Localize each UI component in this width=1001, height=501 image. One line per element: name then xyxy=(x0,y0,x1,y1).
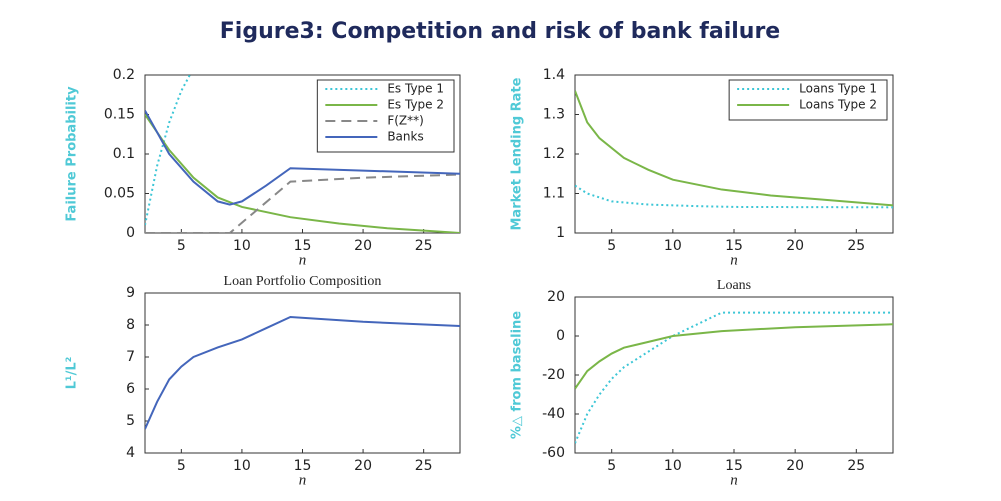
y-tick-label: 6 xyxy=(126,381,135,397)
x-axis-label: n xyxy=(299,472,307,488)
plot-area xyxy=(574,296,894,454)
y-tick-label: 9 xyxy=(126,285,135,301)
line-series xyxy=(145,113,460,233)
y-tick-label: 8 xyxy=(126,317,135,333)
legend-label: Banks xyxy=(387,130,423,144)
panel-title: Loans xyxy=(717,278,751,293)
x-tick-label: 15 xyxy=(725,458,743,474)
y-tick-label: 1.2 xyxy=(543,146,565,162)
y-tick-label: 0.05 xyxy=(104,186,135,202)
line-series xyxy=(145,315,460,430)
y-axis-label: Failure Probability xyxy=(65,86,80,222)
legend-label: Loans Type 2 xyxy=(799,98,877,112)
series-group xyxy=(145,315,460,430)
y-tick-label: 1.1 xyxy=(543,186,565,202)
x-tick-label: 20 xyxy=(354,238,372,254)
y-tick-label: 7 xyxy=(126,349,135,365)
y-tick-label: 20 xyxy=(547,289,565,305)
legend: Loans Type 1 Loans Type 2 xyxy=(728,79,888,121)
x-tick-label: 10 xyxy=(664,458,682,474)
figure-title: Figure3: Competition and risk of bank fa… xyxy=(220,19,780,44)
y-tick-label: 5 xyxy=(126,413,135,429)
y-tick-label: 4 xyxy=(126,445,135,461)
x-tick-label: 20 xyxy=(354,458,372,474)
y-axis-label: %△ from baseline xyxy=(510,311,525,439)
line-series xyxy=(575,311,893,444)
line-series xyxy=(145,110,460,206)
x-tick-label: 5 xyxy=(177,458,186,474)
legend-label: Es Type 2 xyxy=(387,98,444,112)
x-tick-label: 25 xyxy=(415,238,433,254)
x-tick-label: 10 xyxy=(233,458,251,474)
y-tick-label: 0.15 xyxy=(104,107,135,123)
x-axis-label: n xyxy=(730,252,738,268)
y-axis-label: L¹/L² xyxy=(65,357,80,390)
x-tick-label: 25 xyxy=(415,458,433,474)
legend-label: Loans Type 1 xyxy=(799,82,877,96)
legend-label: F(Z**) xyxy=(387,114,424,128)
line-series xyxy=(145,173,460,233)
x-tick-label: 20 xyxy=(786,458,804,474)
legend-label: Es Type 1 xyxy=(387,82,444,96)
x-tick-label: 10 xyxy=(664,238,682,254)
y-tick-label: -20 xyxy=(542,367,565,383)
x-tick-label: 15 xyxy=(294,238,312,254)
y-tick-label: 0.1 xyxy=(113,146,135,162)
line-series xyxy=(145,75,191,226)
legend: Es Type 1 Es Type 2 F(Z**) Banks xyxy=(316,79,455,153)
x-tick-label: 25 xyxy=(847,238,865,254)
y-tick-label: 1.3 xyxy=(543,107,565,123)
x-tick-label: 15 xyxy=(725,238,743,254)
y-axis-label: Market Lending Rate xyxy=(510,77,525,230)
x-tick-label: 5 xyxy=(607,458,616,474)
y-tick-label: 1 xyxy=(556,225,565,241)
plot-area xyxy=(144,292,461,454)
series-group xyxy=(145,75,460,233)
legend-box xyxy=(728,79,888,121)
x-tick-label: 25 xyxy=(847,458,865,474)
y-tick-label: -60 xyxy=(542,445,565,461)
y-tick-label: 0 xyxy=(556,328,565,344)
x-tick-label: 15 xyxy=(294,458,312,474)
series-group xyxy=(575,311,893,444)
panel-title: Loan Portfolio Composition xyxy=(224,274,382,289)
series-group xyxy=(575,90,893,209)
x-tick-label: 5 xyxy=(607,238,616,254)
x-tick-label: 10 xyxy=(233,238,251,254)
x-tick-label: 5 xyxy=(177,238,186,254)
x-axis-label: n xyxy=(730,472,738,488)
line-series xyxy=(575,323,893,390)
line-series xyxy=(575,90,893,207)
legend-box xyxy=(316,79,455,153)
y-tick-label: 0 xyxy=(126,225,135,241)
y-tick-label: -40 xyxy=(542,406,565,422)
x-axis-label: n xyxy=(299,252,307,268)
y-tick-label: 1.4 xyxy=(543,67,565,83)
y-tick-label: 0.2 xyxy=(113,67,135,83)
x-tick-label: 20 xyxy=(786,238,804,254)
